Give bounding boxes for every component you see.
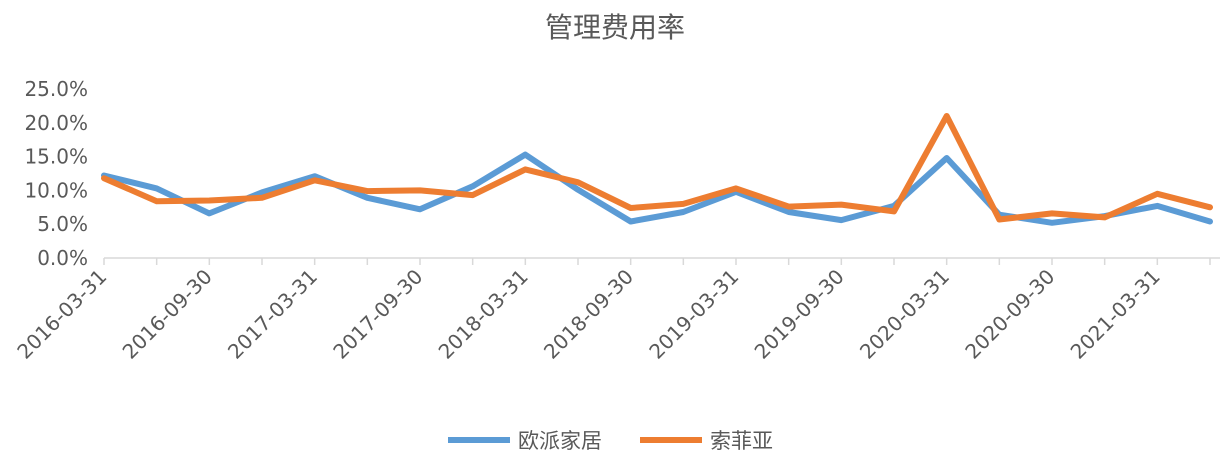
x-tick-label: 2018-09-30 — [539, 264, 638, 363]
x-tick-label: 2016-09-30 — [118, 264, 217, 363]
y-tick-label: 20.0% — [24, 111, 88, 135]
x-tick-label: 2016-03-31 — [12, 264, 111, 363]
legend-label-series-2: 索菲亚 — [710, 429, 773, 453]
x-tick-label: 2019-09-30 — [750, 264, 849, 363]
x-tick-label: 2019-03-31 — [644, 264, 743, 363]
y-tick-label: 5.0% — [37, 212, 88, 236]
x-axis-tick-labels: 2016-03-31 2016-09-30 2017-03-31 2017-09-30… — [12, 264, 1164, 363]
series-lines — [101, 113, 1213, 226]
y-tick-label: 25.0% — [24, 77, 88, 101]
chart-title: 管理费用率 — [545, 11, 685, 44]
series-line-2 — [101, 113, 1213, 223]
x-axis-tickmarks — [103, 258, 1211, 265]
x-tick-label: 2018-03-31 — [434, 264, 533, 363]
x-tick-label: 2020-03-31 — [855, 264, 954, 363]
x-tick-label: 2020-09-30 — [960, 264, 1059, 363]
x-tick-label: 2021-03-31 — [1066, 264, 1165, 363]
x-tick-label: 2017-03-31 — [223, 264, 322, 363]
x-tick-label: 2017-09-30 — [328, 264, 427, 363]
y-axis-ticks: 0.0% 5.0% 10.0% 15.0% 20.0% 25.0% — [24, 77, 88, 270]
legend: 欧派家居 索菲亚 — [448, 429, 773, 453]
y-tick-label: 15.0% — [24, 145, 88, 169]
y-tick-label: 0.0% — [37, 246, 88, 270]
legend-label-series-1: 欧派家居 — [518, 429, 602, 453]
y-tick-label: 10.0% — [24, 178, 88, 202]
